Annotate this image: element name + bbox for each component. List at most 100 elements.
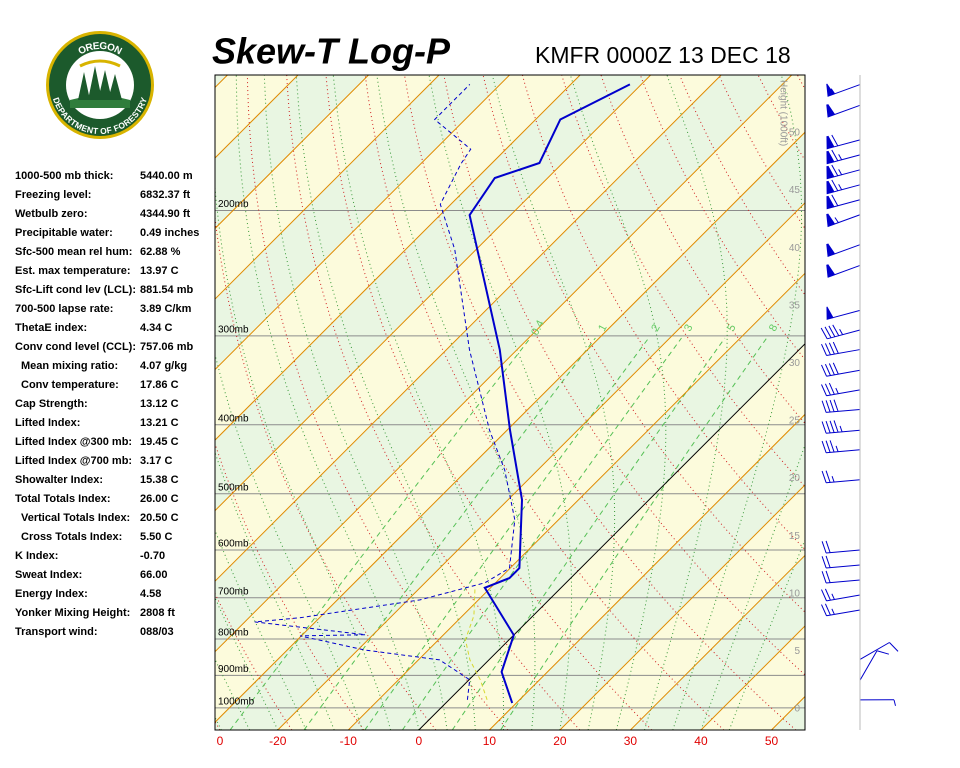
logo: OREGON DEPARTMENT OF FORESTRY <box>46 31 154 139</box>
stat-label: ThetaE index: <box>15 322 88 334</box>
stat-label: Total Totals Index: <box>15 493 111 505</box>
wind-barb <box>826 194 861 210</box>
freezing-isotherm <box>418 343 805 730</box>
y2-tick-label: 30 <box>789 358 801 369</box>
mixing-ratio-label: 2 <box>649 322 662 333</box>
stat-label: K Index: <box>15 550 59 562</box>
x-tick-label: 50 <box>765 734 779 748</box>
moist-adiabat <box>728 538 805 730</box>
logo-top-text: OREGON <box>76 40 123 57</box>
isotherm <box>559 484 805 730</box>
dry-adiabat <box>561 75 805 488</box>
y2-tick-label: 45 <box>789 185 801 196</box>
stat-value: 3.89 C/km <box>140 303 192 315</box>
dry-adiabat <box>404 75 797 730</box>
x-tick-label: -10 <box>340 734 358 748</box>
wind-barb <box>859 699 896 706</box>
stat-value: 0.49 inches <box>140 227 200 239</box>
stat-value: 13.97 C <box>140 265 179 277</box>
wind-barb <box>821 440 861 454</box>
mixing-ratio-line <box>451 337 726 730</box>
stat-row: Cap Strength: 13.12 C <box>15 395 215 414</box>
x-tick-label: 20 <box>553 734 567 748</box>
wind-barb <box>826 149 861 165</box>
logo-mountain <box>79 59 121 68</box>
mixing-ratio-line <box>303 337 596 730</box>
y-tick-label: 400mb <box>218 413 249 424</box>
stat-label: Showalter Index: <box>15 474 104 486</box>
y2-tick-label: 35 <box>789 300 801 311</box>
x-tick-label: 0 <box>415 734 422 748</box>
stat-row: 1000-500 mb thick: 5440.00 m <box>15 167 215 186</box>
stat-row: 700-500 lapse rate: 3.89 C/km <box>15 300 215 319</box>
isotherm <box>630 554 805 730</box>
wind-barb <box>821 341 861 356</box>
moist-adiabat <box>644 75 728 730</box>
y-tick-label: 500mb <box>218 482 249 493</box>
stat-value: 17.86 C <box>140 379 179 391</box>
x-tick-label: 40 <box>694 734 708 748</box>
stat-value: 4.07 g/kg <box>140 360 188 372</box>
isotherm-band <box>215 75 805 723</box>
chart-subtitle: KMFR 0000Z 13 DEC 18 <box>535 42 791 68</box>
stat-row: Showalter Index: 15.38 C <box>15 471 215 490</box>
isotherm <box>215 75 440 300</box>
stat-value: 13.21 C <box>140 417 179 429</box>
plot-border <box>214 74 806 731</box>
stat-value: 4.34 C <box>140 322 173 334</box>
stat-label: Freezing level: <box>15 189 92 201</box>
y-tick-label: 200mb <box>218 199 249 210</box>
stat-row: Vertical Totals Index: 20.50 C <box>15 509 215 528</box>
wind-barb <box>826 164 861 180</box>
isotherm <box>215 131 805 723</box>
y-tick-label: 300mb <box>218 324 249 335</box>
stat-row: Conv temperature: 17.86 C <box>15 376 215 395</box>
y2-tick-label: 10 <box>789 588 801 599</box>
stat-value: 66.00 <box>140 569 168 581</box>
wind-barb <box>821 399 861 413</box>
wind-barb <box>821 362 861 377</box>
x-tick-label: 30 <box>624 734 638 748</box>
stat-value: 5440.00 m <box>140 170 193 182</box>
stat-label: Transport wind: <box>15 626 98 638</box>
dry-adiabat <box>876 75 960 730</box>
y2-tick-label: 40 <box>789 243 801 254</box>
stat-row: Sfc-500 mean rel hum: 62.88 % <box>15 243 215 262</box>
stat-label: 1000-500 mb thick: <box>15 170 114 182</box>
x-tick-label: -20 <box>269 734 287 748</box>
stat-label: Lifted Index: <box>15 417 81 429</box>
dry-adiabat <box>325 75 653 730</box>
y2-tick-label: 25 <box>789 416 801 427</box>
overlay: 1000mb 900mb 800mb 700mb 600mb 500mb 400mb 300m… <box>217 80 899 748</box>
isotherm <box>347 272 805 730</box>
plot-area <box>215 75 960 730</box>
moist-adiabat <box>263 75 448 730</box>
y-tick-label: 700mb <box>218 586 249 597</box>
wind-barb <box>821 570 861 584</box>
stat-value: 4344.90 ft <box>140 208 191 220</box>
dry-adiabat <box>837 75 960 730</box>
isotherm <box>215 75 722 582</box>
stat-row: Energy Index: 4.58 <box>15 585 215 604</box>
chart-title: Skew-T Log-P <box>212 31 451 72</box>
dry-adiabat <box>955 75 960 730</box>
stat-label: Yonker Mixing Height: <box>15 607 131 619</box>
stat-value: 881.54 mb <box>140 284 194 296</box>
moist-adiabat <box>295 75 476 730</box>
stat-label: Sweat Index: <box>15 569 83 581</box>
dry-adiabat <box>915 75 960 730</box>
x-tick-label: 10 <box>483 734 497 748</box>
y-tick-label: 600mb <box>218 539 249 550</box>
stat-value: 088/03 <box>140 626 174 638</box>
wind-barb <box>821 540 861 554</box>
stats-panel: 1000-500 mb thick: 5440.00 m Freezing lev… <box>15 167 215 642</box>
mixing-ratio-line <box>500 337 768 730</box>
stat-label: Conv temperature: <box>21 379 119 391</box>
x-tick-label: 0 <box>217 734 224 748</box>
stat-row: Sfc-Lift cond lev (LCL): 881.54 mb <box>15 281 215 300</box>
wind-barb <box>826 306 861 320</box>
stat-row: Lifted Index @700 mb: 3.17 C <box>15 452 215 471</box>
stat-value: 4.58 <box>140 588 162 600</box>
stat-label: Lifted Index @300 mb: <box>15 436 133 448</box>
